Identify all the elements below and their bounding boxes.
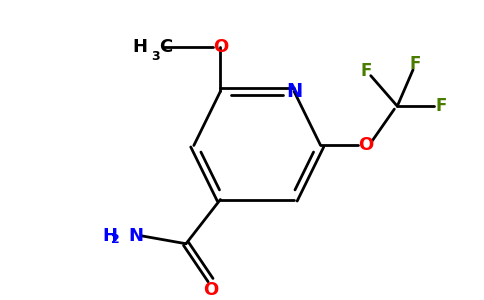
Text: H: H <box>133 38 148 56</box>
Text: H: H <box>102 227 117 245</box>
Text: 3: 3 <box>151 50 160 63</box>
Text: N: N <box>129 227 144 245</box>
Text: O: O <box>358 136 374 154</box>
Text: 2: 2 <box>111 233 120 246</box>
Text: O: O <box>203 281 218 299</box>
Text: F: F <box>436 97 447 115</box>
Text: O: O <box>213 38 228 56</box>
Text: C: C <box>159 38 173 56</box>
Text: F: F <box>409 55 421 73</box>
Text: N: N <box>286 82 302 101</box>
Text: F: F <box>360 62 372 80</box>
